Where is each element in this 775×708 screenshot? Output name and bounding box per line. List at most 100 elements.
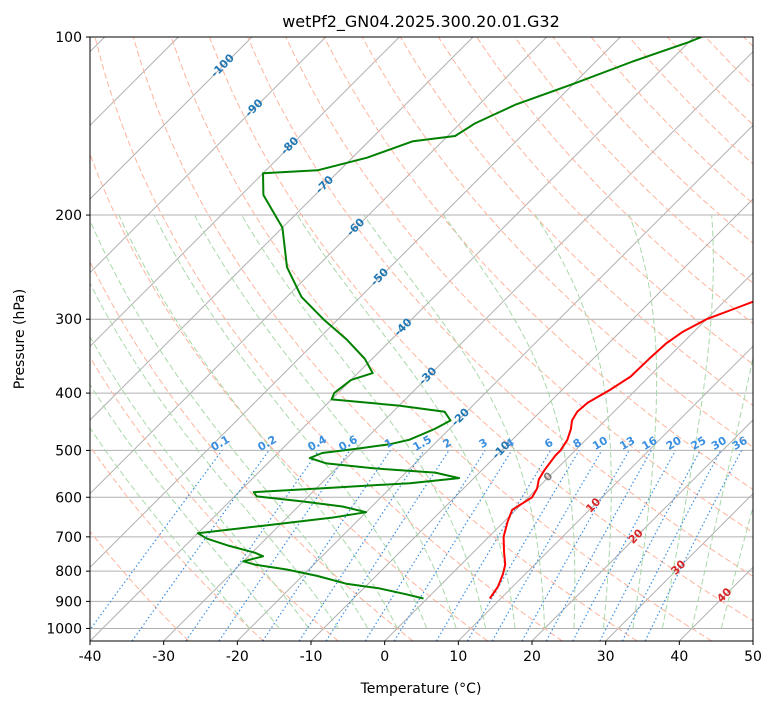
x-tick-label: 10 (449, 649, 467, 665)
dry-adiabat-line (552, 37, 753, 244)
x-tick-label: -10 (300, 649, 323, 665)
isotherm-line (605, 492, 753, 641)
x-tick-label: -20 (226, 649, 249, 665)
dry-adiabat-line (90, 445, 264, 641)
mixing-ratio-label: 6 (542, 436, 555, 451)
y-tick-label: 900 (55, 594, 82, 610)
chart-title: wetPf2_GN04.2025.300.20.01.G32 (282, 12, 560, 32)
y-tick-label: 300 (55, 312, 82, 328)
profile-lines (196, 37, 753, 600)
dry-adiabat-line (743, 37, 753, 48)
dry-adiabat-line (399, 37, 753, 407)
moist-adiabat-line (534, 214, 612, 629)
dry-adiabat-line (209, 37, 753, 622)
moist-adiabat-line (241, 214, 487, 629)
isotherm-line (236, 124, 753, 641)
moist-adiabat-line (691, 355, 753, 629)
dry-adiabat-line (514, 37, 753, 284)
mixing-ratio-line (131, 450, 270, 641)
mixing-ratio-line (599, 450, 701, 641)
y-tick-label: 500 (55, 443, 82, 459)
x-tick-label: 50 (744, 649, 762, 665)
temperature-line (488, 300, 753, 600)
moist-adiabat-line (90, 282, 339, 629)
isotherm-line (163, 50, 753, 641)
y-tick-label: 100 (55, 30, 82, 46)
mixing-ratio-line (262, 450, 391, 641)
dry-adiabat-line (590, 37, 753, 205)
moist-adiabat-line (296, 214, 516, 629)
mixing-ratio-line (545, 450, 652, 641)
isotherm-line (531, 419, 753, 641)
moist-adiabat-line (628, 214, 658, 629)
moist-adiabat-line (363, 214, 545, 629)
x-tick-label: 0 (380, 649, 389, 665)
mixing-ratio-line (621, 450, 722, 641)
x-tick-label: 40 (670, 649, 688, 665)
dry-adiabat-line (90, 530, 190, 641)
isotherm-line (90, 37, 400, 348)
dry-adiabat-line (90, 260, 414, 641)
isotherm-line (90, 37, 695, 641)
mixing-ratio-label: 3 (477, 436, 490, 451)
mixing-ratio-line (325, 450, 450, 641)
y-tick-label: 200 (55, 208, 82, 224)
moist-adiabat-line (118, 214, 398, 629)
moist-adiabat-line (442, 214, 576, 629)
dry-adiabat-line (90, 152, 488, 641)
moist-adiabat-line (90, 426, 251, 629)
dry-adiabat-line (705, 37, 753, 87)
y-tick-label: 800 (55, 564, 82, 580)
mixing-ratio-line (393, 450, 513, 641)
y-tick-label: 400 (55, 386, 82, 402)
mixing-ratio-line (466, 450, 580, 641)
isotherm-line (90, 37, 327, 274)
mixing-ratio-label: 2 (441, 436, 454, 451)
mixing-ratio-line (185, 450, 320, 641)
isotherm-line (384, 271, 753, 641)
y-tick-label: 700 (55, 530, 82, 546)
mixing-ratio-line (572, 450, 677, 641)
moist-adiabat-line (90, 383, 280, 629)
y-tick-label: 600 (55, 490, 82, 506)
dry-adiabat-line (90, 356, 339, 641)
plot-frame (89, 36, 754, 642)
x-tick-label: -30 (152, 649, 175, 665)
x-tick-label: -40 (79, 649, 102, 665)
isotherm-line (90, 37, 253, 200)
dry-adiabat-line (170, 37, 712, 641)
moist-adiabat-line (90, 336, 310, 629)
moist-adiabat-line (90, 219, 369, 629)
moist-adiabat-line (153, 214, 428, 629)
line-labels: 0.1 0.2 0.4 0.6 1 1.5 2 3 4 6 8 10 13 16 20 25 30 36-100-… (208, 51, 750, 605)
isotherm-line (90, 37, 548, 495)
isotherm-line (752, 640, 753, 641)
x-axis-label: Temperature (°C) (360, 681, 482, 697)
mixing-ratio-line (298, 450, 425, 641)
y-axis-label: Pressure (hPa) (12, 289, 28, 389)
moist-adiabat-line (194, 214, 457, 629)
x-tick-label: 20 (523, 649, 541, 665)
isotherm-line (90, 37, 621, 569)
dry-adiabat-line (437, 37, 753, 365)
mixing-ratio-line (521, 450, 630, 641)
y-tick-label: 1000 (46, 621, 82, 637)
dewpoint-line (196, 37, 702, 600)
mixing-ratio-line (218, 450, 351, 641)
x-tick-label: 30 (597, 649, 615, 665)
isotherm-line (457, 345, 753, 641)
isotherm-line (310, 198, 753, 641)
dry-adiabat-line (476, 37, 753, 325)
moist-adiabat-line (720, 505, 753, 629)
dry-adiabat-line (132, 37, 638, 641)
isotherm-line (90, 37, 474, 421)
isotherm-label: 10 (583, 495, 603, 515)
mixing-ratio-line (90, 450, 223, 631)
mixing-ratio-line (644, 450, 743, 641)
axes: -40 -30 -20 -10 0 10 20 30 40 50 100 200 300 400 500 60… (46, 30, 762, 665)
isotherm-line (678, 566, 753, 641)
dry-adiabat-line (247, 37, 753, 577)
dry-adiabat-line (667, 37, 753, 126)
background-lines (90, 37, 753, 641)
